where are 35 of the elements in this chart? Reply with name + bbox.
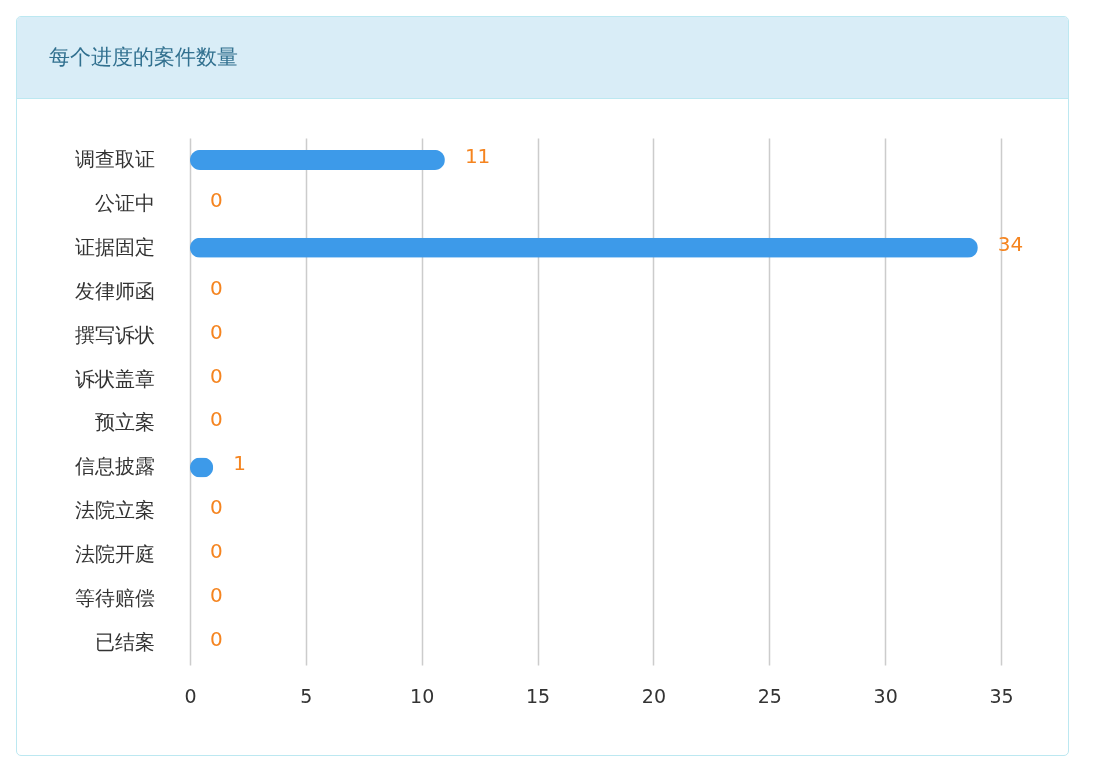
x-tick-label: 10 bbox=[410, 684, 435, 707]
y-tick-label: 法院立案 bbox=[74, 498, 155, 523]
data-label: 0 bbox=[210, 627, 223, 652]
y-tick-label: 诉状盖章 bbox=[74, 366, 155, 391]
data-label: 0 bbox=[210, 583, 223, 608]
bar bbox=[190, 149, 445, 170]
y-tick-label: 调查取证 bbox=[74, 146, 155, 171]
data-label: 0 bbox=[210, 407, 223, 432]
y-tick-label: 已结案 bbox=[94, 630, 155, 655]
data-label: 0 bbox=[210, 319, 223, 344]
y-tick-label: 公证中 bbox=[94, 190, 155, 215]
data-label: 0 bbox=[210, 495, 223, 520]
y-tick-label: 法院开庭 bbox=[74, 542, 155, 567]
y-tick-label: 等待赔偿 bbox=[74, 586, 155, 611]
data-label: 0 bbox=[210, 539, 223, 564]
x-tick-label: 25 bbox=[757, 684, 782, 707]
data-label: 0 bbox=[210, 187, 223, 212]
y-tick-label: 信息披露 bbox=[74, 454, 155, 479]
x-tick-label: 0 bbox=[184, 684, 197, 707]
chart-title: 每个进度的案件数量 bbox=[49, 44, 238, 71]
y-tick-label: 证据固定 bbox=[74, 234, 155, 259]
data-label: 1 bbox=[233, 451, 246, 476]
data-label: 0 bbox=[210, 363, 223, 388]
x-tick-label: 30 bbox=[873, 684, 898, 707]
y-tick-label: 预立案 bbox=[94, 410, 155, 435]
x-tick-label: 15 bbox=[525, 684, 551, 707]
x-tick-label: 5 bbox=[300, 684, 313, 707]
y-tick-label: 撰写诉状 bbox=[74, 322, 155, 347]
x-tick-label: 20 bbox=[641, 684, 667, 707]
bar bbox=[190, 237, 978, 258]
y-tick-label: 发律师函 bbox=[74, 278, 155, 303]
x-tick-label: 35 bbox=[989, 684, 1014, 707]
data-label: 0 bbox=[210, 275, 223, 300]
data-label: 11 bbox=[464, 143, 491, 168]
data-label: 34 bbox=[997, 231, 1024, 256]
